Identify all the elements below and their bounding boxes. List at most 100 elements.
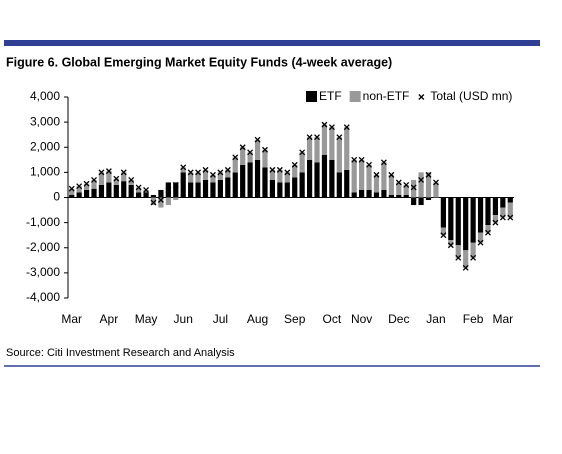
total-marker (358, 156, 365, 163)
bar (470, 197, 476, 243)
bar (463, 197, 469, 251)
bar (277, 169, 283, 183)
bar (225, 177, 231, 198)
bar (366, 189, 372, 198)
bar (143, 189, 149, 193)
total-marker (68, 185, 75, 192)
bar (500, 197, 506, 208)
bar (411, 197, 417, 206)
total-marker (209, 171, 216, 178)
chart-title: Figure 6. Global Emerging Market Equity … (6, 55, 392, 69)
bar (403, 184, 409, 195)
total-marker (113, 175, 120, 182)
x-tick-label: Nov (351, 312, 372, 326)
bar (136, 187, 142, 193)
total-marker (291, 161, 298, 168)
total-marker (172, 181, 179, 188)
bar (440, 227, 446, 236)
bar (381, 162, 387, 190)
bar (373, 192, 380, 198)
x-tick-label: Aug (247, 312, 268, 326)
total-marker (462, 264, 469, 271)
bar (477, 197, 484, 233)
bar (269, 179, 276, 198)
total-marker (336, 134, 343, 141)
total-marker (395, 179, 402, 186)
total-marker (254, 136, 261, 143)
total-marker (150, 199, 157, 206)
bar (247, 152, 253, 163)
bar (240, 147, 246, 165)
bar (314, 137, 320, 163)
bar (359, 189, 365, 198)
bar (254, 139, 261, 160)
x-tick-label: Oct (323, 312, 342, 326)
total-marker (187, 169, 194, 176)
bar (292, 164, 298, 178)
total-marker (217, 169, 224, 176)
y-tick-label: -2,000 (26, 240, 60, 254)
bar (195, 182, 201, 198)
total-marker (447, 242, 454, 249)
total-marker (76, 183, 83, 190)
bar (136, 192, 142, 198)
x-tick-label: May (135, 312, 158, 326)
bar (210, 174, 216, 183)
total-marker (477, 239, 484, 246)
total-marker (314, 134, 320, 141)
y-tick-label: 1,000 (30, 165, 60, 179)
bar (463, 250, 469, 268)
total-marker (492, 219, 499, 226)
bar (165, 197, 171, 206)
total-marker (239, 144, 246, 151)
bar (284, 182, 290, 198)
total-marker (470, 254, 477, 261)
x-tick-label: Feb (463, 312, 484, 326)
bar (180, 172, 186, 198)
bar (269, 169, 276, 180)
bar (76, 186, 82, 193)
bar (158, 189, 164, 198)
total-marker (328, 124, 335, 131)
total-marker (418, 176, 425, 183)
legend-label: ETF (319, 89, 342, 103)
legend-label: Total (USD mn) (430, 89, 512, 103)
total-marker (432, 179, 439, 186)
bar (240, 164, 246, 198)
bar (351, 159, 357, 193)
bar (336, 137, 342, 173)
bar (366, 164, 372, 190)
total-marker (440, 232, 447, 239)
total-marker (380, 159, 387, 166)
y-tick-label: -4,000 (26, 290, 60, 304)
bar (217, 179, 223, 198)
bar (195, 172, 201, 183)
bar (306, 159, 313, 198)
bar (425, 197, 432, 201)
total-marker (507, 214, 514, 221)
bar (69, 194, 75, 198)
total-marker (485, 229, 491, 236)
bar (150, 197, 157, 206)
y-tick-label: 4,000 (30, 89, 60, 103)
total-marker (269, 166, 276, 173)
bar (373, 174, 380, 193)
bar (507, 197, 513, 203)
total-marker (306, 134, 313, 141)
bar (143, 192, 149, 198)
bar (321, 124, 328, 155)
bar (202, 179, 209, 198)
bar (381, 189, 387, 198)
bar (173, 197, 179, 201)
total-marker (195, 169, 202, 176)
total-marker (120, 169, 127, 176)
total-marker (157, 197, 164, 203)
bar (425, 172, 432, 198)
bar (500, 207, 506, 218)
bar (388, 194, 394, 198)
total-marker (343, 124, 350, 131)
y-tick-label: -1,000 (26, 215, 60, 229)
total-marker (499, 214, 506, 221)
bar (69, 188, 75, 195)
total-marker (262, 146, 268, 153)
